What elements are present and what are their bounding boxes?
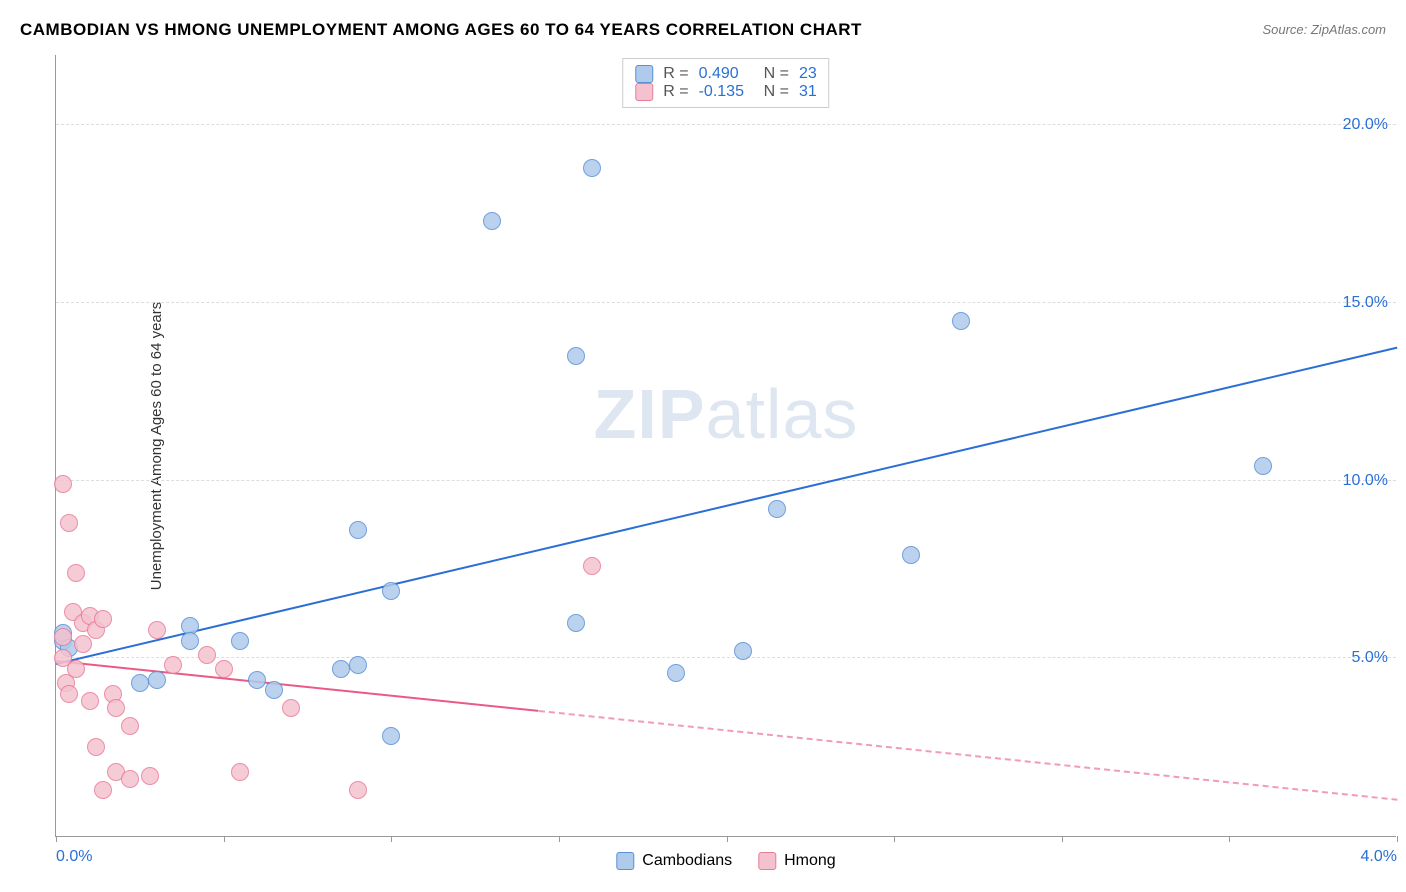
data-point-cambodians: [349, 656, 367, 674]
data-point-hmong: [67, 564, 85, 582]
gridline: [56, 124, 1396, 125]
r-label: R =: [663, 65, 688, 83]
x-tick: [391, 836, 392, 842]
trend-line-dashed-hmong: [539, 710, 1397, 801]
data-point-cambodians: [131, 674, 149, 692]
data-point-cambodians: [734, 642, 752, 660]
data-point-hmong: [60, 685, 78, 703]
n-value: 23: [799, 65, 817, 83]
x-tick-label: 0.0%: [56, 848, 92, 866]
data-point-hmong: [231, 763, 249, 781]
y-tick-label: 20.0%: [1343, 116, 1388, 134]
legend-label: Hmong: [784, 852, 836, 870]
x-tick: [1229, 836, 1230, 842]
r-label: R =: [663, 83, 688, 101]
y-tick-label: 5.0%: [1352, 649, 1388, 667]
data-point-cambodians: [248, 671, 266, 689]
data-point-cambodians: [349, 521, 367, 539]
x-tick: [559, 836, 560, 842]
r-value: -0.135: [699, 83, 754, 101]
source-label: Source: ZipAtlas.com: [1262, 22, 1386, 37]
gridline: [56, 480, 1396, 481]
x-tick: [894, 836, 895, 842]
legend-label: Cambodians: [642, 852, 732, 870]
data-point-hmong: [349, 781, 367, 799]
data-point-hmong: [60, 514, 78, 532]
data-point-hmong: [74, 635, 92, 653]
legend-stats: R = 0.490 N = 23 R = -0.135 N = 31: [622, 58, 829, 108]
data-point-cambodians: [952, 312, 970, 330]
data-point-cambodians: [181, 632, 199, 650]
legend-item: Hmong: [758, 852, 836, 870]
data-point-cambodians: [382, 582, 400, 600]
data-point-hmong: [121, 717, 139, 735]
data-point-cambodians: [382, 727, 400, 745]
data-point-cambodians: [231, 632, 249, 650]
data-point-cambodians: [567, 347, 585, 365]
data-point-hmong: [107, 699, 125, 717]
data-point-hmong: [87, 738, 105, 756]
legend-swatch: [635, 65, 653, 83]
data-point-cambodians: [667, 664, 685, 682]
data-point-hmong: [198, 646, 216, 664]
legend-swatch: [635, 83, 653, 101]
data-point-cambodians: [768, 500, 786, 518]
plot-area: ZIPatlas CambodiansHmong 5.0%10.0%15.0%2…: [55, 55, 1396, 837]
data-point-cambodians: [567, 614, 585, 632]
data-point-hmong: [54, 628, 72, 646]
data-point-cambodians: [902, 546, 920, 564]
n-label: N =: [764, 83, 789, 101]
data-point-hmong: [54, 475, 72, 493]
data-point-cambodians: [332, 660, 350, 678]
data-point-hmong: [164, 656, 182, 674]
data-point-hmong: [94, 610, 112, 628]
y-tick-label: 15.0%: [1343, 294, 1388, 312]
data-point-cambodians: [1254, 457, 1272, 475]
data-point-hmong: [67, 660, 85, 678]
x-tick-label: 4.0%: [1361, 848, 1397, 866]
legend-stats-row: R = 0.490 N = 23: [635, 65, 816, 83]
data-point-hmong: [215, 660, 233, 678]
n-label: N =: [764, 65, 789, 83]
data-point-cambodians: [583, 159, 601, 177]
watermark: ZIPatlas: [594, 374, 859, 454]
y-tick-label: 10.0%: [1343, 472, 1388, 490]
trend-line-cambodians: [56, 347, 1397, 665]
x-tick: [1062, 836, 1063, 842]
legend-bottom: Cambodians Hmong: [616, 852, 835, 870]
x-tick: [224, 836, 225, 842]
gridline: [56, 302, 1396, 303]
legend-stats-row: R = -0.135 N = 31: [635, 83, 816, 101]
gridline: [56, 657, 1396, 658]
chart-title: CAMBODIAN VS HMONG UNEMPLOYMENT AMONG AG…: [20, 20, 862, 40]
data-point-hmong: [583, 557, 601, 575]
data-point-hmong: [148, 621, 166, 639]
x-tick: [1397, 836, 1398, 842]
legend-item: Cambodians: [616, 852, 732, 870]
x-tick: [56, 836, 57, 842]
n-value: 31: [799, 83, 817, 101]
legend-swatch: [616, 852, 634, 870]
r-value: 0.490: [699, 65, 754, 83]
correlation-chart: CAMBODIAN VS HMONG UNEMPLOYMENT AMONG AG…: [0, 0, 1406, 892]
data-point-hmong: [81, 692, 99, 710]
data-point-hmong: [282, 699, 300, 717]
x-tick: [727, 836, 728, 842]
data-point-cambodians: [483, 212, 501, 230]
data-point-hmong: [141, 767, 159, 785]
data-point-cambodians: [265, 681, 283, 699]
data-point-hmong: [121, 770, 139, 788]
legend-swatch: [758, 852, 776, 870]
data-point-cambodians: [148, 671, 166, 689]
data-point-hmong: [94, 781, 112, 799]
